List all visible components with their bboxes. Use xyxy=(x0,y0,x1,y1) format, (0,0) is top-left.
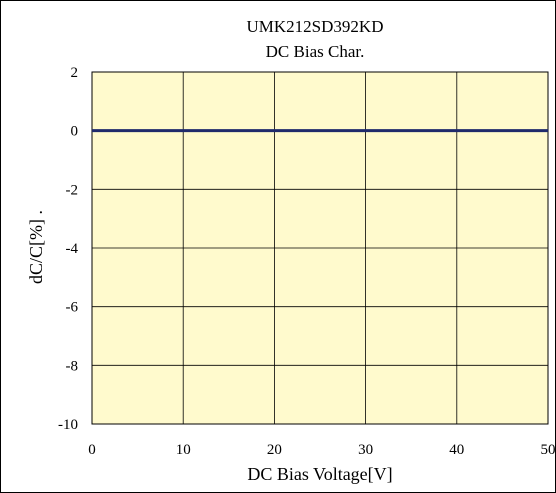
x-tick-label: 10 xyxy=(176,442,191,458)
x-axis-label: DC Bias Voltage[V] xyxy=(247,464,392,484)
x-tick-labels: 0 10 20 30 40 50 xyxy=(88,442,555,458)
x-tick-label: 50 xyxy=(541,442,556,458)
y-tick-label: -6 xyxy=(66,300,79,316)
gridlines xyxy=(92,72,548,424)
x-tick-label: 30 xyxy=(358,442,373,458)
plot-area-group xyxy=(91,71,549,425)
y-tick-label: -2 xyxy=(66,182,79,198)
chart-title: UMK212SD392KD xyxy=(247,17,384,36)
y-tick-label: -8 xyxy=(66,358,79,374)
y-axis-label: dC/C[%] . xyxy=(26,210,46,284)
chart-subtitle: DC Bias Char. xyxy=(266,42,365,61)
x-tick-label: 40 xyxy=(449,442,464,458)
x-tick-label: 20 xyxy=(267,442,282,458)
y-tick-labels: 2 0 -2 -4 -6 -8 -10 xyxy=(58,65,78,433)
x-tick-label: 0 xyxy=(88,442,96,458)
y-tick-label: 0 xyxy=(71,124,79,140)
y-tick-label: -4 xyxy=(66,241,79,257)
plot-border xyxy=(91,71,549,425)
y-tick-label: 2 xyxy=(71,65,79,81)
y-tick-label: -10 xyxy=(58,417,78,433)
